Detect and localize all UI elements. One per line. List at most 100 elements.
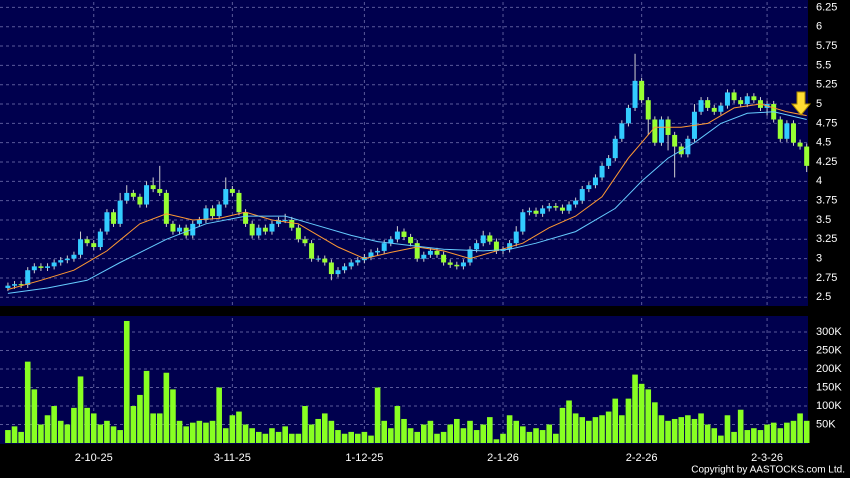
candle-body — [546, 206, 552, 209]
arrow-icon — [790, 91, 812, 116]
volume-bar — [156, 413, 163, 443]
volume-bar — [335, 430, 341, 443]
volume-bar — [784, 422, 790, 443]
volume-bar — [797, 413, 803, 443]
candle-body — [130, 192, 136, 197]
candle-body — [249, 223, 255, 236]
volume-bar — [229, 415, 236, 443]
y-tick-label: 6 — [816, 21, 822, 33]
candle-body — [645, 100, 651, 120]
candle-body — [526, 210, 532, 213]
candle-body — [698, 100, 704, 112]
candle-body — [447, 262, 453, 265]
copyright: Copyright by AASTOCKS.com Ltd. — [691, 465, 845, 476]
candle-body — [150, 185, 156, 190]
volume-bar — [176, 420, 183, 443]
volume-bar — [31, 389, 38, 443]
volume-bar — [440, 431, 447, 443]
candle-body — [276, 219, 282, 224]
volume-bar — [553, 433, 559, 443]
candle-body — [117, 200, 123, 224]
volume-bar — [302, 406, 308, 443]
y-tick-label: 2.5 — [816, 291, 831, 303]
candle-body — [738, 100, 744, 105]
volume-bar — [295, 433, 302, 443]
candle-body — [38, 266, 44, 268]
candle-body — [18, 284, 24, 286]
y-tick-label: 300K — [816, 326, 842, 338]
candle-body — [553, 206, 559, 208]
volume-bar — [361, 431, 368, 443]
candle-body — [163, 192, 169, 224]
volume-bar — [619, 415, 625, 443]
candle-body — [282, 219, 288, 221]
volume-bar — [209, 420, 216, 443]
volume-bar — [38, 424, 44, 443]
candle-body — [309, 243, 315, 259]
candle-body — [216, 204, 222, 217]
candle-body — [137, 196, 143, 205]
volume-bar — [493, 439, 500, 443]
candle-body — [190, 223, 196, 236]
candle-body — [612, 138, 618, 159]
volume-bar — [467, 420, 473, 443]
volume-bar — [282, 426, 288, 443]
candle-body — [579, 189, 585, 201]
y-tick-label: 4.5 — [816, 137, 831, 149]
candle-body — [315, 258, 321, 260]
volume-bar — [18, 431, 24, 443]
volume-bar — [559, 407, 566, 443]
candle-body — [196, 219, 202, 224]
candle-body — [454, 264, 460, 267]
volume-bar — [57, 420, 64, 443]
volume-bar — [84, 407, 90, 443]
y-tick-label: 250K — [816, 344, 842, 356]
candle-body — [64, 258, 70, 261]
volume-bar — [724, 415, 731, 443]
volume-bar — [269, 428, 275, 443]
volume-bar — [744, 430, 751, 443]
candle-body — [144, 185, 150, 205]
volume-bar — [123, 320, 130, 443]
volume-bar — [612, 398, 619, 443]
volume-bar — [757, 430, 764, 443]
y-tick-label: 3.75 — [816, 195, 837, 207]
volume-bar — [249, 428, 255, 443]
candle-body — [394, 231, 400, 240]
candle-body — [797, 142, 803, 147]
candle-body — [78, 239, 84, 255]
volume-bar — [473, 430, 480, 443]
candle-body — [599, 165, 605, 178]
candle-body — [414, 243, 420, 259]
volume-bar — [711, 428, 718, 443]
y-tick-label: 6.25 — [816, 1, 837, 13]
candle-body — [368, 252, 374, 258]
y-tick-label: 5.75 — [816, 40, 837, 52]
candle-body — [592, 177, 598, 186]
candle-body — [441, 254, 447, 263]
volume-bar — [652, 402, 658, 443]
candle-body — [487, 235, 493, 242]
candle-body — [480, 235, 486, 244]
candle-body — [520, 212, 526, 232]
x-tick-label: 3-11-25 — [214, 452, 251, 464]
volume-bar — [645, 389, 652, 443]
volume-bar — [698, 413, 704, 443]
candle-body — [243, 212, 249, 224]
volume-bar — [143, 370, 150, 443]
volume-bar — [599, 415, 605, 443]
candle-body — [784, 123, 790, 139]
volume-bar — [520, 426, 526, 443]
candle-body — [355, 260, 361, 263]
candle-body — [295, 227, 301, 240]
volume-bar — [110, 426, 117, 443]
candle-body — [533, 210, 539, 214]
volume-bar — [506, 415, 513, 443]
candle-body — [91, 243, 97, 248]
y-tick-label: 150K — [816, 381, 842, 393]
volume-bar — [401, 418, 407, 443]
volume-bar — [348, 431, 354, 443]
y-tick-label: 4.75 — [816, 117, 837, 129]
volume-bar — [526, 431, 533, 443]
candle-body — [104, 212, 110, 232]
